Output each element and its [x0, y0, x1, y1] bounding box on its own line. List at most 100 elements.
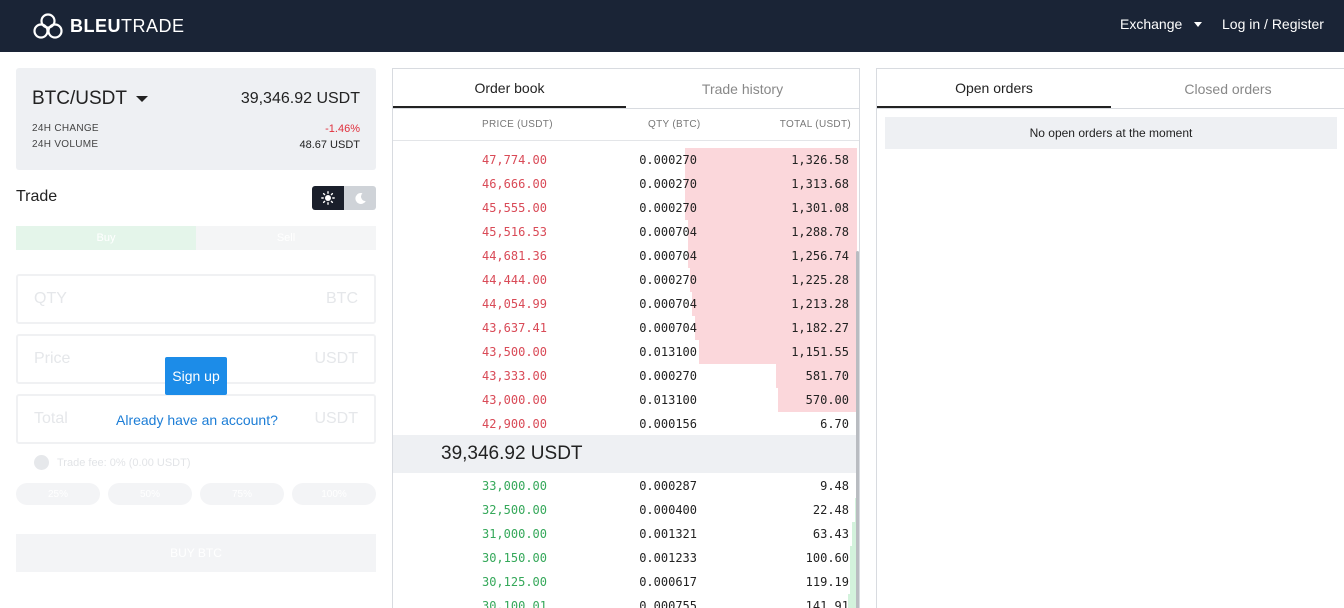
ask-total: 1,213.28 [791, 297, 849, 311]
ask-qty: 0.000704 [639, 297, 697, 311]
order-book-scrollbar[interactable] [856, 251, 859, 608]
ask-qty: 0.000270 [639, 369, 697, 383]
qty-unit: BTC [326, 290, 358, 307]
top-navbar: BLEUTRADE Exchange Log in / Register [0, 0, 1344, 52]
trade-fee: Trade fee: 0% (0.00 USDT) [34, 455, 190, 470]
ask-price: 45,516.53 [481, 225, 547, 239]
sell-tab[interactable]: Sell [196, 226, 376, 250]
login-register-link[interactable]: Log in / Register [1222, 16, 1324, 32]
logo-text: BLEUTRADE [70, 15, 185, 36]
percent-75-button[interactable]: 75% [200, 483, 284, 505]
ask-row[interactable]: 43,637.41 0.000704 1,182.27 [393, 316, 857, 340]
tab-order-book[interactable]: Order book [393, 69, 626, 108]
ask-row[interactable]: 44,681.36 0.000704 1,256.74 [393, 244, 857, 268]
ask-price: 44,054.99 [481, 297, 547, 311]
ask-price: 43,000.00 [481, 393, 547, 407]
ask-total: 1,256.74 [791, 249, 849, 263]
ask-total: 1,301.08 [791, 201, 849, 215]
ask-qty: 0.000270 [639, 177, 697, 191]
ask-row[interactable]: 44,054.99 0.000704 1,213.28 [393, 292, 857, 316]
pair-selector[interactable]: BTC/USDT [32, 88, 148, 110]
bid-total: 119.19 [805, 575, 849, 589]
ask-row[interactable]: 45,555.00 0.000270 1,301.08 [393, 196, 857, 220]
ask-price: 46,666.00 [481, 177, 547, 191]
order-book-panel: Order book Trade history PRICE (USDT) QT… [392, 68, 860, 608]
bid-row[interactable]: 30,125.00 0.000617 119.19 [393, 570, 857, 594]
percent-100-button[interactable]: 100% [292, 483, 376, 505]
logo-icon [33, 13, 63, 39]
light-theme-button[interactable] [312, 186, 344, 210]
bid-qty: 0.001321 [639, 527, 697, 541]
bid-depth-bar [852, 522, 857, 546]
ask-depth-bar [695, 316, 857, 340]
bid-price: 30,100.01 [481, 599, 547, 608]
qty-field[interactable]: QTY BTC [16, 274, 376, 324]
ask-total: 570.00 [805, 393, 849, 407]
last-price-bar: 39,346.92 USDT [393, 435, 857, 473]
percent-50-button[interactable]: 50% [108, 483, 192, 505]
order-book-tabs: Order book Trade history [393, 69, 859, 109]
ask-row[interactable]: 47,774.00 0.000270 1,326.58 [393, 148, 857, 172]
qty-placeholder: QTY [34, 290, 67, 307]
ask-total: 1,313.68 [791, 177, 849, 191]
ask-price: 47,774.00 [481, 153, 547, 167]
tab-trade-history[interactable]: Trade history [701, 80, 784, 97]
ask-row[interactable]: 45,516.53 0.000704 1,288.78 [393, 220, 857, 244]
pair-price: 39,346.92 USDT [240, 90, 360, 107]
change-value: -1.46% [325, 123, 360, 135]
no-orders-message: No open orders at the moment [885, 117, 1337, 149]
exchange-menu-label: Exchange [1120, 16, 1183, 32]
theme-toggle[interactable] [312, 186, 376, 210]
ask-price: 43,333.00 [481, 369, 547, 383]
trade-title: Trade [16, 188, 58, 205]
ask-price: 44,681.36 [481, 249, 547, 263]
ask-qty: 0.013100 [639, 345, 697, 359]
ask-total: 1,225.28 [791, 273, 849, 287]
ask-depth-bar [685, 196, 857, 220]
bleutrade-logo[interactable]: BLEUTRADE [32, 12, 185, 40]
buy-btc-button[interactable]: BUY BTC [16, 534, 376, 572]
ask-row[interactable]: 46,666.00 0.000270 1,313.68 [393, 172, 857, 196]
bid-qty: 0.000617 [639, 575, 697, 589]
trade-fee-text: Trade fee: 0% (0.00 USDT) [57, 456, 191, 469]
ask-depth-bar [685, 148, 857, 172]
ask-qty: 0.000704 [639, 225, 697, 239]
ask-qty: 0.000270 [639, 153, 697, 167]
bid-row[interactable]: 31,000.00 0.001321 63.43 [393, 522, 857, 546]
ask-row[interactable]: 44,444.00 0.000270 1,225.28 [393, 268, 857, 292]
ask-row[interactable]: 43,333.00 0.000270 581.70 [393, 364, 857, 388]
ask-depth-bar [776, 364, 857, 388]
ask-row[interactable]: 43,500.00 0.013100 1,151.55 [393, 340, 857, 364]
price-placeholder: Price [34, 350, 71, 367]
bid-total: 63.43 [812, 527, 849, 541]
ask-row[interactable]: 42,900.00 0.000156 6.70 [393, 412, 857, 436]
orders-tabs: Open orders Closed orders [877, 69, 1344, 109]
ask-total: 1,326.58 [791, 153, 849, 167]
bid-row[interactable]: 33,000.00 0.000287 9.48 [393, 474, 857, 498]
ask-depth-bar [688, 220, 857, 244]
already-have-account-link[interactable]: Already have an account? [116, 412, 278, 428]
bid-price: 32,500.00 [481, 503, 547, 517]
sun-icon [321, 191, 335, 205]
dark-theme-button[interactable] [344, 186, 376, 210]
tab-open-orders[interactable]: Open orders [877, 69, 1111, 108]
bid-depth-bar [848, 594, 857, 608]
ask-qty: 0.000270 [639, 273, 697, 287]
exchange-menu[interactable]: Exchange [1120, 16, 1203, 32]
percent-25-button[interactable]: 25% [16, 483, 100, 505]
ask-qty: 0.000156 [639, 417, 697, 431]
ask-price: 44,444.00 [481, 273, 547, 287]
bid-qty: 0.001233 [639, 551, 697, 565]
ask-row[interactable]: 43,000.00 0.013100 570.00 [393, 388, 857, 412]
tab-closed-orders[interactable]: Closed orders [1184, 80, 1272, 97]
price-column-header: PRICE (USDT) [482, 119, 553, 130]
buy-tab[interactable]: Buy [16, 226, 196, 250]
bid-total: 9.48 [820, 479, 849, 493]
bid-row[interactable]: 30,100.01 0.000755 141.91 [393, 594, 857, 608]
bid-row[interactable]: 30,150.00 0.001233 100.60 [393, 546, 857, 570]
bid-qty: 0.000287 [639, 479, 697, 493]
bid-row[interactable]: 32,500.00 0.000400 22.48 [393, 498, 857, 522]
sign-up-button[interactable]: Sign up [165, 357, 227, 395]
total-field[interactable]: Total USDT [16, 394, 376, 444]
pair-name: BTC/USDT [32, 88, 127, 109]
